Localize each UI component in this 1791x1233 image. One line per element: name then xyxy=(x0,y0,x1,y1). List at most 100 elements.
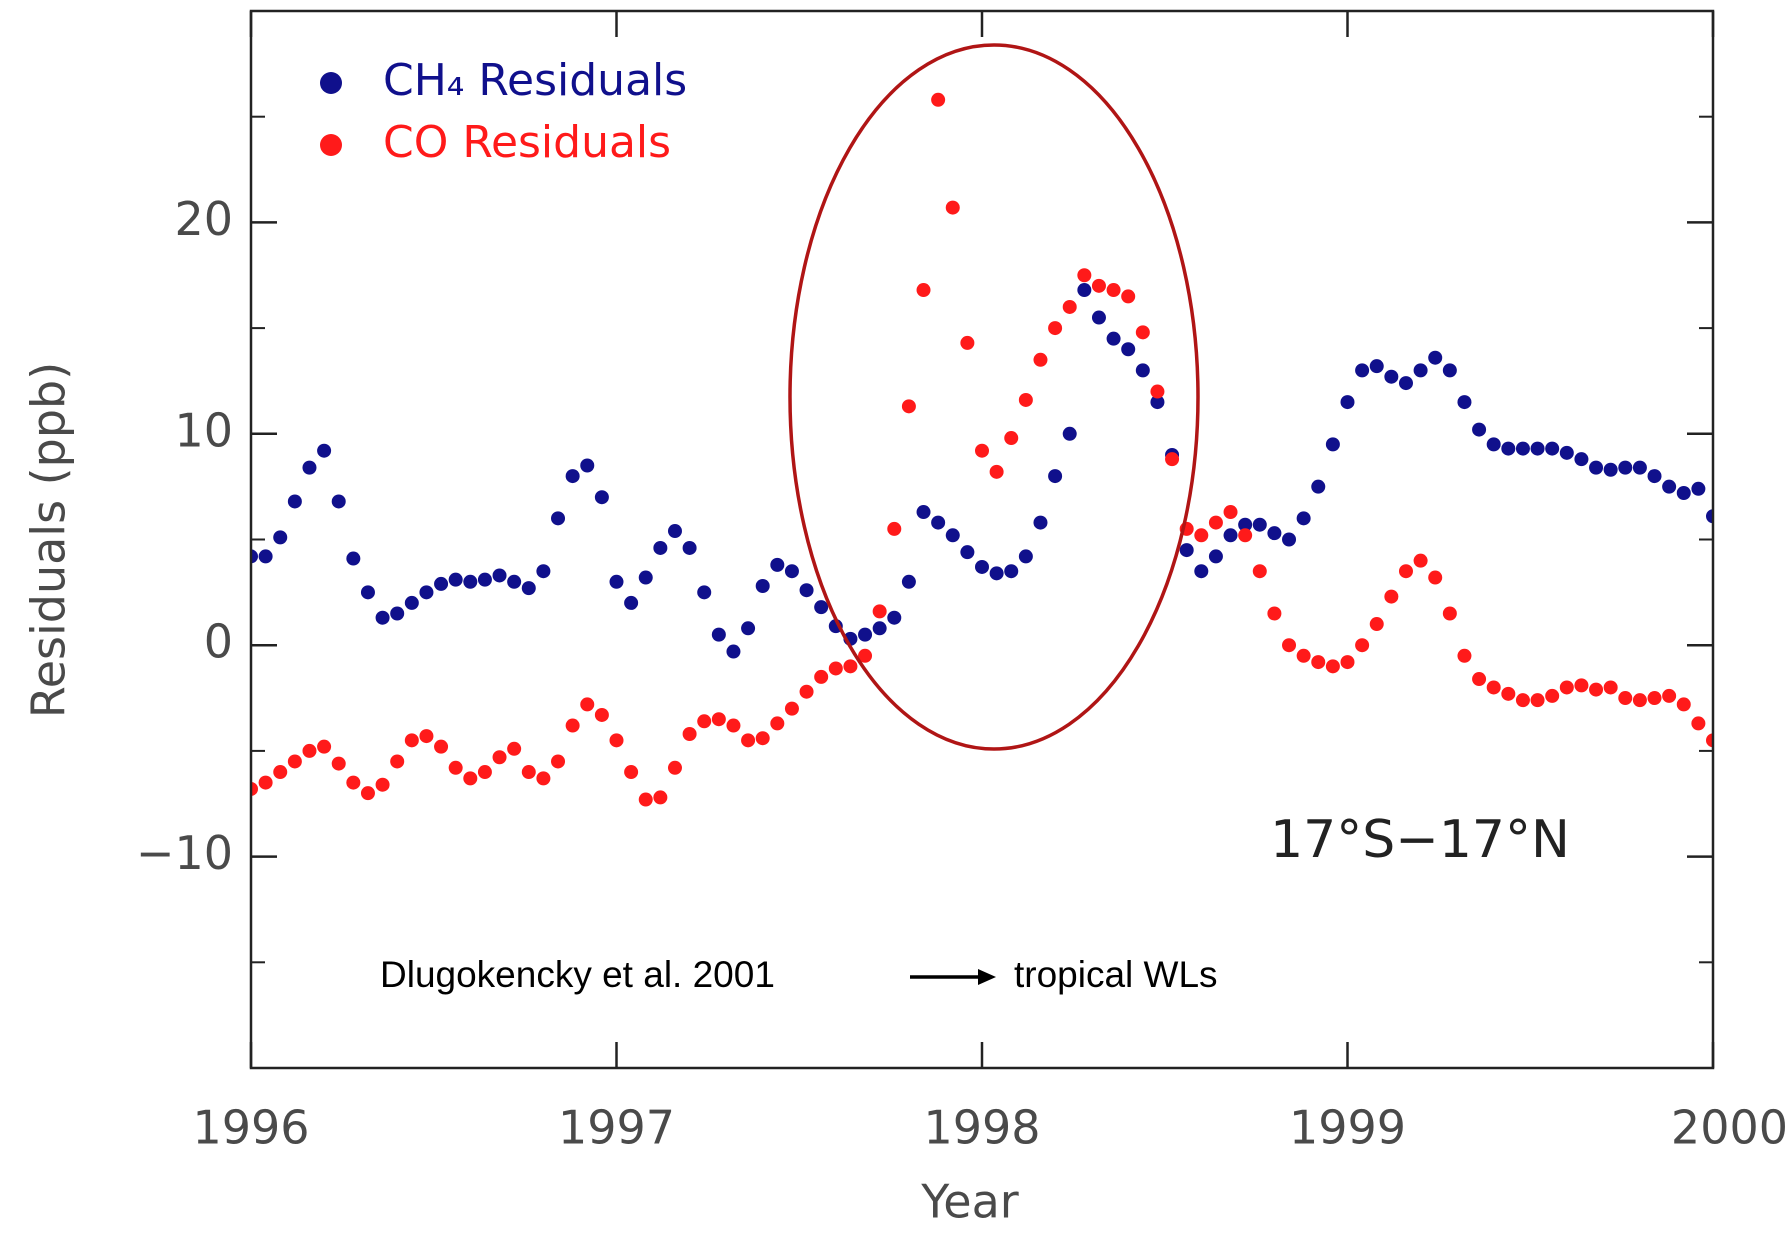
data-point xyxy=(1384,589,1399,604)
data-point xyxy=(1559,680,1574,695)
data-point xyxy=(1442,606,1457,621)
data-point xyxy=(331,756,346,771)
data-point xyxy=(1398,376,1413,391)
data-point xyxy=(1165,452,1180,467)
legend-marker xyxy=(320,72,342,94)
data-point xyxy=(375,610,390,625)
data-point xyxy=(945,200,960,215)
data-point xyxy=(551,511,566,526)
data-point xyxy=(975,443,989,458)
data-point xyxy=(390,606,405,621)
data-point xyxy=(565,469,580,484)
data-point xyxy=(1208,515,1223,530)
data-point xyxy=(828,661,843,676)
data-point xyxy=(1545,688,1560,703)
data-point xyxy=(1194,564,1209,579)
data-point xyxy=(1457,395,1472,410)
y-tick-label: 0 xyxy=(204,615,233,669)
data-point xyxy=(273,530,288,545)
data-point xyxy=(1340,395,1355,410)
data-point xyxy=(653,540,668,555)
data-point xyxy=(1267,606,1282,621)
data-point xyxy=(258,775,273,790)
data-point xyxy=(653,790,668,805)
data-point xyxy=(1106,331,1121,346)
data-point xyxy=(551,754,566,769)
data-point xyxy=(711,627,726,642)
data-point xyxy=(1267,526,1282,541)
data-point xyxy=(726,644,741,659)
data-point xyxy=(346,551,361,566)
data-point xyxy=(317,739,332,754)
data-point xyxy=(1706,733,1713,748)
data-point xyxy=(1530,693,1545,708)
data-point xyxy=(1515,441,1530,456)
data-point xyxy=(536,564,551,579)
data-point xyxy=(1340,655,1355,670)
data-point xyxy=(1442,363,1457,378)
data-point xyxy=(302,743,317,758)
data-point xyxy=(360,585,375,600)
y-axis-title: Residuals (ppb) xyxy=(22,362,76,718)
plot-area: −10 0 10 20 1996 1997 1998 1999 2000 CH₄ Residual… xyxy=(136,11,1788,1155)
data-point xyxy=(1048,321,1063,336)
data-point xyxy=(331,494,346,509)
data-point xyxy=(1223,505,1238,520)
data-point xyxy=(1296,511,1311,526)
data-point xyxy=(492,750,507,765)
data-point xyxy=(1179,543,1194,558)
data-point xyxy=(1603,462,1618,477)
data-point xyxy=(945,528,960,543)
data-point xyxy=(1194,528,1209,543)
data-point xyxy=(755,579,770,594)
data-point xyxy=(916,283,931,298)
data-point xyxy=(624,765,639,780)
data-point xyxy=(375,777,390,792)
data-point xyxy=(1413,363,1428,378)
data-point xyxy=(975,559,989,574)
data-point xyxy=(741,621,756,636)
data-point xyxy=(872,604,887,619)
data-point xyxy=(1369,359,1384,374)
data-point xyxy=(624,595,639,610)
data-point xyxy=(536,771,551,786)
data-point xyxy=(814,669,829,684)
data-point xyxy=(463,574,478,589)
data-point xyxy=(667,524,682,539)
data-point xyxy=(1501,686,1516,701)
data-point xyxy=(1384,369,1399,384)
data-point xyxy=(521,765,536,780)
data-point xyxy=(1676,485,1691,500)
data-point xyxy=(1106,283,1121,298)
data-point xyxy=(770,716,785,731)
legend-label: CH₄ Residuals xyxy=(383,55,687,106)
data-point xyxy=(1428,350,1443,365)
data-point xyxy=(814,600,829,615)
data-point xyxy=(1033,515,1048,530)
data-point xyxy=(872,621,887,636)
data-point xyxy=(1691,481,1706,496)
data-point xyxy=(1018,392,1033,407)
data-point xyxy=(1033,352,1048,367)
x-tick-label: 1996 xyxy=(192,1101,309,1155)
data-point xyxy=(1091,278,1106,293)
data-point xyxy=(1413,553,1428,568)
data-point xyxy=(1428,570,1443,585)
data-point xyxy=(1355,363,1370,378)
data-point xyxy=(770,557,785,572)
data-point xyxy=(1252,517,1267,532)
data-point xyxy=(697,714,712,729)
data-point xyxy=(989,464,1004,479)
data-point xyxy=(799,684,814,699)
data-point xyxy=(594,490,609,505)
data-point xyxy=(638,792,653,807)
data-point xyxy=(1457,648,1472,663)
data-point xyxy=(580,697,595,712)
data-point xyxy=(273,765,288,780)
data-point xyxy=(1252,564,1267,579)
data-point xyxy=(1077,283,1092,298)
data-point xyxy=(1311,479,1326,494)
data-point xyxy=(346,775,361,790)
data-point xyxy=(419,585,434,600)
